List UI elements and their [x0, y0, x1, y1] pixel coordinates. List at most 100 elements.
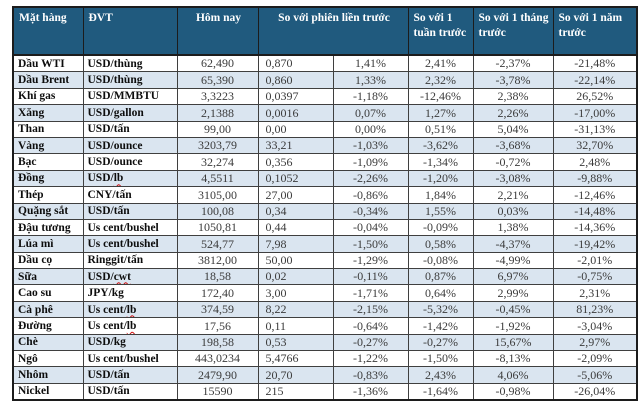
cell-change: 27,00 [257, 186, 334, 204]
cell-unit: CNY/tấn [82, 186, 178, 204]
cell-name: Dầu WTI [12, 54, 84, 73]
cell-name: Đồng [12, 169, 84, 188]
cell-name: Nhôm [12, 366, 84, 384]
cell-pct-month: -0,72% [472, 153, 554, 171]
cell-pct-week: 2,41% [407, 54, 474, 73]
cell-pct-week: -1,42% [407, 317, 474, 335]
cell-name: Khí gas [12, 87, 84, 106]
cell-change: 33,21 [257, 136, 334, 155]
cell-pct-week: 0,51% [407, 120, 474, 138]
table-row: Bạc USD/ounce 32,274 0,356 -1,09% -1,34% -0,72… [12, 153, 638, 171]
cell-unit: JPY/kg [82, 284, 178, 302]
cell-pct-session: -0,64% [332, 317, 409, 335]
cell-pct-session: -0,34% [332, 202, 409, 220]
cell-pct-week: -1,64% [407, 382, 474, 401]
column-header-unit: ĐVT [82, 6, 178, 56]
cell-pct-week: -0,08% [407, 251, 474, 270]
cell-unit: USD/kg [82, 333, 178, 352]
cell-today: 2479,90 [176, 366, 259, 384]
cell-unit: USD/tấn [82, 382, 178, 401]
table-row: Khí gas USD/MMBTU 3,3223 0,0397 -1,18% -12,46… [12, 87, 638, 106]
cell-pct-session: -1,71% [332, 284, 409, 302]
cell-pct-session: -1,22% [332, 350, 409, 368]
cell-pct-month: 6,97% [472, 268, 554, 286]
cell-pct-session: 1,33% [332, 71, 409, 89]
table-row: Quặng sắt USD/tấn 100,08 0,34 -0,34% 1,55% 0,0… [12, 202, 638, 220]
cell-pct-week: 1,27% [407, 104, 474, 122]
cell-change: 0,44 [257, 218, 334, 237]
cell-unit: Us cent/bushel [82, 350, 178, 368]
cell-unit: USD/tấn [82, 202, 178, 220]
cell-pct-month: -8,13% [472, 350, 554, 368]
cell-unit: Us cent/lb [82, 300, 178, 319]
cell-change: 0,870 [257, 54, 334, 73]
cell-unit: Us cent/lb [82, 317, 178, 335]
header-row: Mặt hàng ĐVT Hôm nay So với phiên liền t… [12, 6, 638, 56]
cell-name: Than [12, 120, 84, 138]
cell-unit: USD/ounce [82, 136, 178, 155]
cell-change: 7,98 [257, 235, 334, 253]
table-row: Ngô Us cent/bushel 443,0234 5,4766 -1,22% -1,… [12, 350, 638, 368]
cell-pct-year: 32,70% [552, 136, 638, 155]
cell-name: Chè [12, 333, 84, 352]
cell-pct-year: -17,00% [552, 104, 638, 122]
cell-pct-year: -12,46% [552, 186, 638, 204]
cell-today: 65,390 [176, 71, 259, 89]
table-row: Dầu cọ Ringgit/tấn 3812,00 50,00 -1,29% -0,08… [12, 251, 638, 270]
cell-pct-session: -0,83% [332, 366, 409, 384]
cell-today: 172,40 [176, 284, 259, 302]
cell-pct-month: 2,26% [472, 104, 554, 122]
cell-change: 0,02 [257, 268, 334, 286]
cell-pct-month: 1,38% [472, 218, 554, 237]
cell-pct-session: 0,00% [332, 120, 409, 138]
cell-pct-month: 2,38% [472, 87, 554, 106]
cell-today: 374,59 [176, 300, 259, 319]
table-row: Dầu Brent USD/thùng 65,390 0,860 1,33% 2,32% -… [12, 71, 638, 89]
cell-pct-month: 0,03% [472, 202, 554, 220]
cell-unit: USD/cwt [82, 268, 178, 286]
cell-pct-year: 2,31% [552, 284, 638, 302]
cell-pct-week: 0,87% [407, 268, 474, 286]
cell-pct-session: -1,50% [332, 235, 409, 253]
cell-today: 3203,79 [176, 136, 259, 155]
table-row: Chè USD/kg 198,58 0,53 -0,27% -0,27% 15,67% 2,9… [12, 333, 638, 352]
cell-pct-year: -31,13% [552, 120, 638, 138]
cell-pct-year: -22,14% [552, 71, 638, 89]
spellcheck-flagged-text: lb [126, 319, 137, 332]
cell-name: Thép [12, 186, 84, 204]
cell-today: 3812,00 [176, 251, 259, 270]
cell-pct-month: 2,99% [472, 284, 554, 302]
cell-name: Nickel [12, 382, 84, 401]
cell-pct-week: -12,46% [407, 87, 474, 106]
table-row: Dầu WTI USD/thùng 62,490 0,870 1,41% 2,41% -2,… [12, 54, 638, 73]
cell-name: Sữa [12, 268, 84, 286]
cell-today: 100,08 [176, 202, 259, 220]
cell-pct-month: -0,98% [472, 382, 554, 401]
cell-pct-week: -3,62% [407, 136, 474, 155]
column-header-product: Mặt hàng [12, 6, 84, 56]
cell-pct-month: -1,92% [472, 317, 554, 335]
cell-pct-week: -1,50% [407, 350, 474, 368]
cell-pct-session: -0,11% [332, 268, 409, 286]
cell-pct-session: 0,07% [332, 104, 409, 122]
column-header-vs-year: So với 1 năm trước [552, 6, 638, 56]
cell-pct-month: -3,68% [472, 136, 554, 155]
cell-pct-month: 4,06% [472, 366, 554, 384]
column-header-vs-week: So với 1 tuần trước [407, 6, 474, 56]
cell-pct-year: 2,48% [552, 153, 638, 171]
cell-pct-month: -0,45% [472, 300, 554, 319]
cell-unit: USD/lb [82, 169, 178, 188]
cell-pct-week: 2,32% [407, 71, 474, 89]
cell-change: 8,22 [257, 300, 334, 319]
cell-change: 0,11 [257, 317, 334, 335]
cell-today: 3105,00 [176, 186, 259, 204]
cell-change: 0,356 [257, 153, 334, 171]
cell-pct-session: 1,41% [332, 54, 409, 73]
cell-pct-year: -14,48% [552, 202, 638, 220]
cell-unit: USD/thùng [82, 54, 178, 73]
cell-unit: USD/thùng [82, 71, 178, 89]
cell-today: 443,0234 [176, 350, 259, 368]
cell-change: 0,34 [257, 202, 334, 220]
cell-today: 99,00 [176, 120, 259, 138]
cell-name: Dầu cọ [12, 251, 84, 270]
